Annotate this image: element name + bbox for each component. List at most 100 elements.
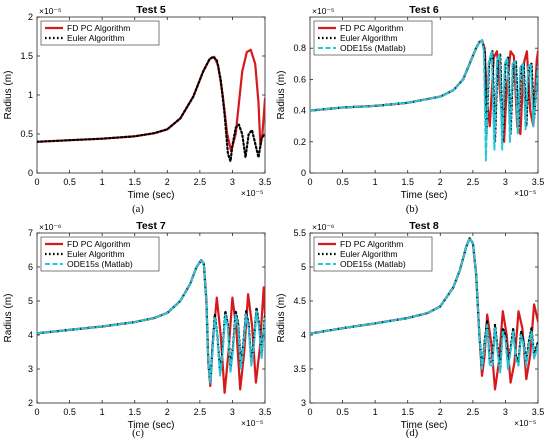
y-tick-label: 1.5 (20, 51, 33, 61)
x-tick-label: 1.5 (401, 407, 414, 417)
x-exponent-label: ×10⁻⁵ (514, 188, 536, 198)
x-tick-label: 0.5 (63, 177, 76, 187)
x-tick-label: 1 (373, 407, 378, 417)
y-tick-label: 0 (28, 168, 33, 178)
y-tick-label: 2 (28, 398, 33, 408)
x-tick-label: 0 (307, 407, 312, 417)
chart-panel-4: 0 0.5 1 1.5 2 2.5 3 3.5 3 3.5 4 4.5 5 5.5 FD PC Algori… (276, 220, 544, 439)
legend-label: Euler Algorithm (340, 33, 398, 43)
x-tick-label: 3 (230, 407, 235, 417)
y-tick-label: 7 (28, 228, 33, 238)
panel-caption: (c) (132, 428, 144, 439)
series-line-ode15s-matlab- (310, 237, 538, 374)
x-axis-label: Time (sec) (128, 190, 175, 201)
series-group (37, 259, 265, 394)
legend-box (313, 20, 433, 56)
chart-title: Test 6 (409, 4, 439, 16)
legend-label: FD PC Algorithm (340, 239, 403, 249)
y-tick-label: 4 (301, 330, 306, 340)
y-tick-label: 1 (28, 90, 33, 100)
x-tick-label: 0.5 (336, 177, 349, 187)
legend-box (313, 236, 433, 272)
series-line-ode15s-matlab- (310, 39, 538, 162)
x-tick-label: 0.5 (336, 407, 349, 417)
legend-label: ODE15s (Matlab) (340, 259, 406, 269)
y-tick-label: 4.5 (293, 296, 306, 306)
x-tick-label: 2 (165, 177, 170, 187)
chart-title: Test 5 (136, 4, 166, 16)
x-tick-label: 3 (230, 177, 235, 187)
y-exponent-label: ×10⁻⁵ (39, 6, 61, 16)
panel-caption: (d) (406, 428, 419, 439)
y-axis-label: Radius (m) (3, 71, 14, 120)
x-tick-label: 2.5 (467, 407, 480, 417)
y-tick-label: 5.5 (293, 228, 306, 238)
x-tick-label: 2.5 (194, 177, 207, 187)
panel-caption: (a) (132, 204, 144, 215)
legend-label: FD PC Algorithm (67, 239, 130, 249)
y-tick-label: 3.5 (293, 364, 306, 374)
x-tick-label: 3.5 (259, 177, 272, 187)
x-tick-label: 1.5 (128, 407, 141, 417)
x-axis-label: Time (sec) (401, 190, 448, 201)
y-tick-label: 3 (28, 364, 33, 374)
x-tick-label: 3 (503, 407, 508, 417)
x-tick-label: 1 (100, 177, 105, 187)
x-tick-label: 2 (438, 177, 443, 187)
x-exponent-label: ×10⁻⁵ (241, 188, 263, 198)
x-tick-label: 2 (165, 407, 170, 417)
x-tick-label: 1 (100, 407, 105, 417)
legend-label: Euler Algorithm (67, 249, 125, 259)
y-tick-label: 2 (28, 12, 33, 22)
legend-label: ODE15s (Matlab) (67, 259, 133, 269)
x-tick-label: 0 (307, 177, 312, 187)
x-exponent-label: ×10⁻⁵ (241, 418, 263, 428)
chart-panel-1: 0 0.5 1 1.5 2 2.5 3 3.5 0 0.5 1 1.5 2 FD PC Algorithm… (3, 4, 271, 215)
series-line-ode15s-matlab- (37, 259, 265, 384)
series-group (310, 237, 538, 391)
x-axis-label: Time (sec) (401, 420, 448, 431)
chart-panel-2: 0 0.5 1 1.5 2 2.5 3 3.5 0 0.2 0.4 0.6 0.8 FD PC Algor… (276, 4, 544, 215)
legend-label: Euler Algorithm (67, 33, 125, 43)
chart-title: Test 7 (136, 220, 166, 232)
x-tick-label: 1 (373, 177, 378, 187)
y-tick-label: 0.2 (293, 137, 306, 147)
x-tick-label: 3.5 (532, 407, 545, 417)
chart-panel-3: 0 0.5 1 1.5 2 2.5 3 3.5 2 3 4 5 6 7 FD PC AlgorithmEul… (3, 220, 271, 439)
y-tick-label: 4 (28, 330, 33, 340)
x-exponent-label: ×10⁻⁵ (514, 418, 536, 428)
legend-label: FD PC Algorithm (67, 23, 130, 33)
x-tick-label: 1.5 (128, 177, 141, 187)
y-exponent-label: ×10⁻⁶ (39, 222, 61, 232)
y-tick-label: 0.8 (293, 43, 306, 53)
x-tick-label: 0 (34, 177, 39, 187)
y-exponent-label: ×10⁻⁵ (312, 6, 334, 16)
legend-label: FD PC Algorithm (340, 23, 403, 33)
x-tick-label: 0 (34, 407, 39, 417)
y-tick-label: 6 (28, 262, 33, 272)
y-tick-label: 5 (28, 296, 33, 306)
y-tick-label: 0.5 (20, 129, 33, 139)
series-group (37, 48, 265, 163)
y-tick-label: 0 (301, 168, 306, 178)
panel-caption: (b) (406, 204, 419, 215)
legend-box (40, 236, 160, 272)
x-tick-label: 2.5 (194, 407, 207, 417)
legend-label: Euler Algorithm (340, 249, 398, 259)
x-tick-label: 2.5 (467, 177, 480, 187)
x-tick-label: 2 (438, 407, 443, 417)
y-tick-label: 0.4 (293, 106, 306, 116)
legend-label: ODE15s (Matlab) (340, 43, 406, 53)
y-tick-label: 3 (301, 398, 306, 408)
y-axis-label: Radius (m) (276, 294, 287, 343)
y-axis-label: Radius (m) (3, 294, 14, 343)
y-tick-label: 5 (301, 262, 306, 272)
x-tick-label: 3.5 (532, 177, 545, 187)
x-tick-label: 3.5 (259, 407, 272, 417)
chart-title: Test 8 (409, 220, 439, 232)
y-axis-label: Radius (m) (276, 71, 287, 120)
